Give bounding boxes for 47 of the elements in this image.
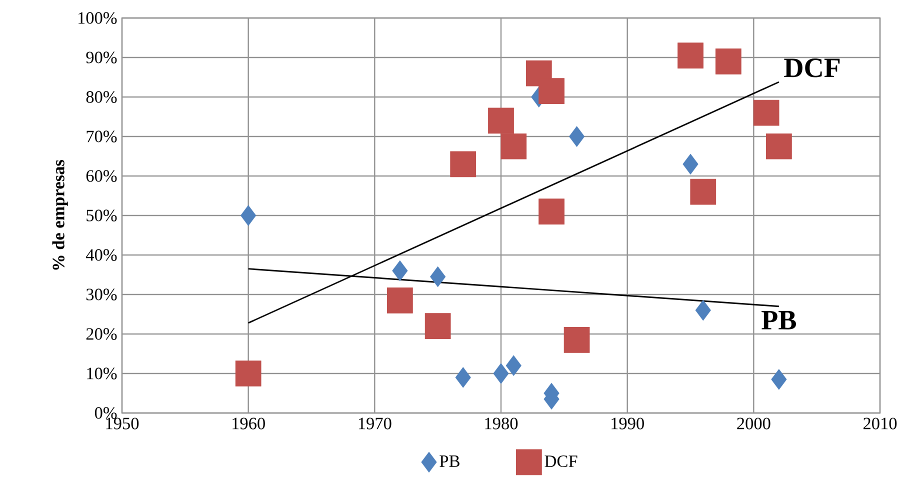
legend-label: PB	[440, 456, 460, 467]
point	[771, 369, 787, 390]
y-tick-label: 70%	[86, 130, 117, 142]
y-tick-label: 20%	[86, 328, 117, 340]
point	[538, 198, 564, 224]
legend-label: DCF	[544, 455, 578, 468]
x-tick-label: 1980	[485, 418, 518, 430]
y-tick-label: 80%	[86, 91, 117, 103]
point	[690, 178, 716, 205]
y-tick-label: 30%	[86, 288, 117, 300]
y-tick-label: 0%	[94, 407, 117, 419]
point	[682, 154, 698, 174]
point	[430, 266, 446, 287]
annotation: DCF	[784, 58, 840, 78]
x-tick-label: 1990	[612, 418, 644, 430]
x-tick-label: 1960	[232, 418, 265, 430]
point	[387, 287, 413, 314]
point	[235, 360, 262, 386]
point	[493, 363, 509, 384]
point	[564, 326, 590, 353]
point	[569, 126, 585, 147]
x-tick-label: 2010	[863, 418, 897, 430]
y-tick-label: 40%	[86, 249, 117, 261]
point	[766, 133, 792, 160]
x-tick-label: 1970	[358, 418, 392, 430]
y-tick-label: 60%	[86, 170, 117, 182]
y-axis-title: % de empresas	[52, 160, 68, 270]
point	[392, 260, 408, 282]
point	[424, 313, 451, 340]
x-tick-label: 1950	[106, 418, 139, 430]
x-tick-label: 2000	[737, 418, 770, 430]
point	[500, 133, 527, 160]
point	[678, 42, 704, 68]
y-tick-label: 90%	[86, 52, 117, 64]
point	[506, 355, 522, 376]
point	[240, 205, 256, 226]
y-tick-label: 100%	[78, 12, 117, 24]
annotation: PB	[762, 311, 796, 330]
y-tick-label: 50%	[86, 210, 117, 222]
point	[450, 151, 476, 178]
point	[695, 300, 711, 321]
point	[715, 48, 742, 74]
point	[455, 367, 471, 388]
y-tick-label: 10%	[87, 368, 117, 380]
point	[538, 78, 564, 104]
point	[488, 108, 514, 134]
point	[753, 100, 780, 126]
